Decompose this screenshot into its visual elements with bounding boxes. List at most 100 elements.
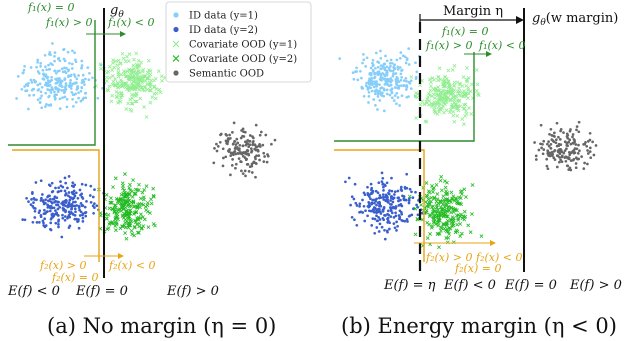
- panel-b-id-y2-point: [405, 218, 409, 221]
- panel-a-id-y2-point: [62, 203, 66, 207]
- panel-b-id-y1-point: [376, 65, 380, 69]
- panel-a-cov-y2-point: [111, 185, 115, 190]
- panel-a-id-y1-point: [38, 100, 42, 104]
- panel-b-semantic-point: [577, 157, 581, 161]
- panel-b-cov-y1-point: [432, 100, 437, 105]
- panel-b-cov-y2-point: [445, 200, 450, 205]
- panel-b-id-y2-point: [398, 209, 402, 213]
- panel-b-cov-y1-point: [449, 97, 454, 102]
- panel-b-id-y2-point: [391, 197, 395, 201]
- panel-a-id-y1-point: [84, 96, 88, 100]
- panel-b-cov-y1-point: [409, 75, 414, 79]
- panel-b-cov-y2-point: [448, 217, 453, 222]
- panel-b-semantic-point: [546, 142, 549, 146]
- panel-b-cov-y2-point: [434, 211, 439, 216]
- panel-b-cov-y1-point: [460, 90, 465, 95]
- panel-b-semantic-point: [562, 151, 566, 155]
- panel-a-id-y1-point: [43, 53, 47, 57]
- panel-a-semantic-point: [230, 164, 234, 167]
- panel-b-id-y1-point: [362, 53, 365, 56]
- panel-b-cov-y1-point: [462, 92, 467, 97]
- panel-a-cov-y1-point: [137, 71, 142, 75]
- panel-a-cov-y1-point: [152, 84, 157, 89]
- panel-b-id-y2-point: [372, 209, 375, 212]
- panel-b-semantic-point: [560, 155, 564, 159]
- panel-a-id-y2-point: [49, 197, 52, 201]
- panel-a-id-y1-point: [72, 73, 76, 76]
- panel-a-cov-y1-point: [142, 74, 147, 79]
- panel-a-f1-pos: f₁(x) > 0: [45, 16, 92, 29]
- panel-a-semantic-point: [247, 153, 251, 157]
- panel-a-cov-y1-point: [127, 68, 131, 72]
- panel-b-cov-y1-point: [460, 117, 465, 121]
- panel-b-id-y1-point: [367, 91, 371, 94]
- panel-b-id-y2-point: [393, 226, 397, 230]
- panel-b-cov-y1-point: [436, 75, 441, 79]
- panel-b-cov-y2-point: [453, 208, 458, 212]
- panel-a-id-y2-point: [71, 200, 75, 204]
- panel-a-semantic-point: [243, 169, 247, 173]
- panel-a-id-y1-point: [44, 105, 47, 108]
- panel-a-semantic-point: [259, 130, 263, 134]
- panel-a-cov-y1-point: [158, 90, 163, 95]
- panel-a-cov-y1-point: [134, 51, 139, 56]
- panel-b-semantic-point: [566, 136, 570, 140]
- panel-a-cov-y1-point: [104, 79, 109, 83]
- panel-b-id-y2-point: [386, 230, 389, 234]
- panel-a-cov-y1-point: [129, 108, 134, 113]
- panel-a-id-y2-point: [38, 221, 41, 224]
- panel-a-semantic-point: [230, 151, 233, 155]
- panel-a-id-y1-point: [84, 91, 88, 95]
- panel-b-id-y1-point: [380, 76, 384, 80]
- panel-a-semantic-point: [254, 161, 258, 165]
- panel-a-id-y1-point: [70, 90, 74, 94]
- panel-b-id-y1-point: [374, 66, 377, 70]
- panel-b-id-y2-point: [374, 207, 377, 210]
- panel-a-semantic-point: [234, 143, 238, 146]
- panel-b-cov-y2-point: [450, 197, 455, 202]
- panel-b-cov-y2-point: [459, 192, 464, 197]
- panel-b-cov-y2-point: [434, 199, 439, 204]
- panel-a-id-y2-point: [46, 206, 50, 209]
- panel-a-semantic-point: [258, 133, 262, 137]
- panel-a-semantic-point: [218, 140, 222, 144]
- panel-b-semantic-point: [548, 154, 552, 158]
- panel-b-id-y1-point: [382, 64, 385, 68]
- panel-b-cov-y1-point: [435, 102, 439, 107]
- panel-a-id-y1-point: [32, 87, 36, 91]
- panel-a-id-y2-point: [31, 220, 35, 224]
- panel-a-id-y2-point: [57, 218, 61, 222]
- panel-a-semantic-point: [231, 142, 235, 146]
- panel-a-cov-y1-point: [138, 96, 143, 101]
- panel-b-cov-y2-point: [434, 182, 439, 187]
- panel-a-cov-y1-point: [116, 66, 121, 71]
- panel-b-cov-y1-point: [428, 88, 433, 93]
- panel-b-cov-y1-point: [475, 82, 480, 87]
- panel-b-id-y2-point: [384, 214, 387, 217]
- panel-a-cov-y2-point: [142, 197, 146, 202]
- panel-b-semantic-point: [553, 158, 557, 161]
- panel-a-cov-y1-point: [139, 60, 143, 65]
- panel-b-cov-y2-point: [460, 216, 465, 221]
- panel-a-id-y1-point: [76, 84, 80, 88]
- panel-b-id-y2-point: [362, 204, 366, 208]
- panel-a-id-y2-point: [32, 201, 35, 204]
- panel-b-id-y1-point: [373, 75, 377, 79]
- panel-b-cov-y2-point: [462, 187, 467, 192]
- panel-b-cov-y1-point: [456, 104, 461, 108]
- panel-a-semantic-point: [265, 160, 269, 164]
- panel-a-cov-y2-point: [120, 224, 124, 229]
- panel-a-energy-eq: E(f) = 0: [75, 284, 128, 299]
- panel-a: gθ f₁(x) = 0 f₁(x) > 0 f₁(x) < 0 f₂(x) >…: [7, 1, 312, 338]
- panel-b-id-y1-point: [367, 82, 371, 86]
- panel-a-id-y1-point: [80, 86, 84, 90]
- panel-b-semantic-point: [540, 146, 543, 150]
- panel-a-id-y2-point: [52, 206, 56, 210]
- panel-a-cov-y1-point: [148, 72, 153, 77]
- panel-b-id-y2-point: [406, 220, 409, 223]
- panel-a-id-y2: [21, 175, 106, 239]
- panel-b-cov-y1-point: [444, 95, 449, 100]
- panel-a-cov-y2-point: [123, 231, 128, 235]
- panel-a-cov-y1-point: [131, 63, 136, 68]
- panel-b-semantic: [533, 120, 598, 172]
